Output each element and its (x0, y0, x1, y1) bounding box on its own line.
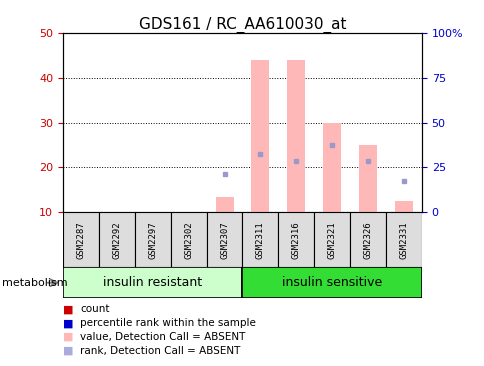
Bar (394, 201, 412, 212)
Text: ■: ■ (63, 332, 74, 342)
Bar (287, 60, 304, 212)
Text: GSM2321: GSM2321 (327, 221, 336, 258)
Bar (251, 60, 269, 212)
Text: rank, Detection Call = ABSENT: rank, Detection Call = ABSENT (80, 346, 240, 356)
Text: GDS161 / RC_AA610030_at: GDS161 / RC_AA610030_at (138, 16, 346, 33)
Bar (278, 212, 314, 267)
Text: GSM2307: GSM2307 (220, 221, 228, 258)
Text: ■: ■ (63, 304, 74, 314)
Text: GSM2311: GSM2311 (256, 221, 264, 258)
Text: insulin sensitive: insulin sensitive (282, 276, 381, 289)
Text: GSM2331: GSM2331 (399, 221, 408, 258)
Bar (215, 197, 233, 212)
Text: value, Detection Call = ABSENT: value, Detection Call = ABSENT (80, 332, 245, 342)
Text: count: count (80, 304, 109, 314)
Text: GSM2297: GSM2297 (148, 221, 157, 258)
Bar (63, 267, 242, 298)
Bar (314, 212, 349, 267)
Text: ■: ■ (63, 346, 74, 356)
Text: metabolism: metabolism (2, 278, 68, 288)
Text: GSM2326: GSM2326 (363, 221, 372, 258)
Text: GSM2292: GSM2292 (112, 221, 121, 258)
Bar (242, 212, 278, 267)
Text: ■: ■ (63, 318, 74, 328)
Bar (63, 212, 99, 267)
Text: GSM2316: GSM2316 (291, 221, 300, 258)
Bar (99, 212, 135, 267)
Bar (206, 212, 242, 267)
Text: GSM2287: GSM2287 (76, 221, 85, 258)
Text: GSM2302: GSM2302 (184, 221, 193, 258)
Bar (322, 123, 340, 212)
Bar (358, 145, 376, 212)
Text: percentile rank within the sample: percentile rank within the sample (80, 318, 256, 328)
Bar (135, 212, 170, 267)
Bar (170, 212, 206, 267)
Text: insulin resistant: insulin resistant (103, 276, 202, 289)
Bar (349, 212, 385, 267)
Bar (242, 267, 421, 298)
Bar (385, 212, 421, 267)
